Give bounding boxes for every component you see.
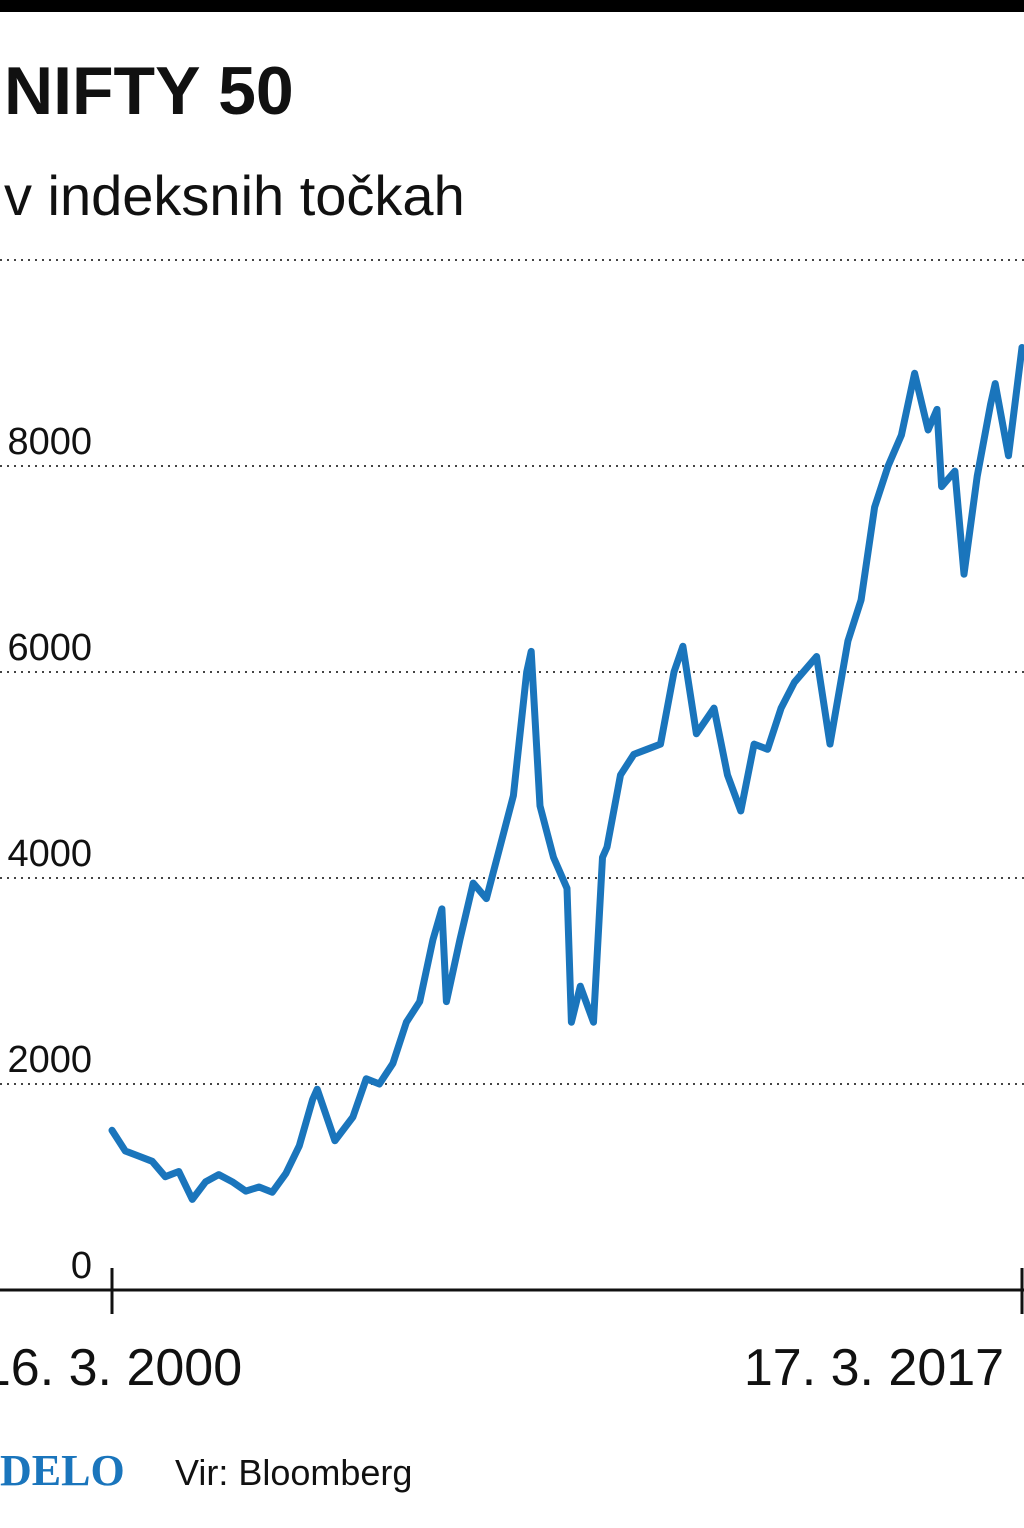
- line-series: [108, 344, 1024, 1203]
- y-tick-label: 6000: [7, 627, 92, 669]
- chart-title: NIFTY 50: [4, 53, 294, 129]
- logo: DELO: [0, 1446, 125, 1495]
- chart-subtitle: v indeksnih točkah: [4, 164, 465, 227]
- y-tick-label: 4000: [7, 833, 92, 875]
- y-tick-label: 2000: [7, 1039, 92, 1081]
- top-bar: [0, 0, 1024, 12]
- source: Vir: Bloomberg: [175, 1452, 412, 1493]
- x-tick-label: 16. 3. 2000: [0, 1339, 242, 1397]
- y-tick-label: 8000: [7, 421, 92, 463]
- x-tick-label: 17. 3. 2017: [744, 1339, 1004, 1397]
- y-tick-label: 0: [71, 1245, 92, 1287]
